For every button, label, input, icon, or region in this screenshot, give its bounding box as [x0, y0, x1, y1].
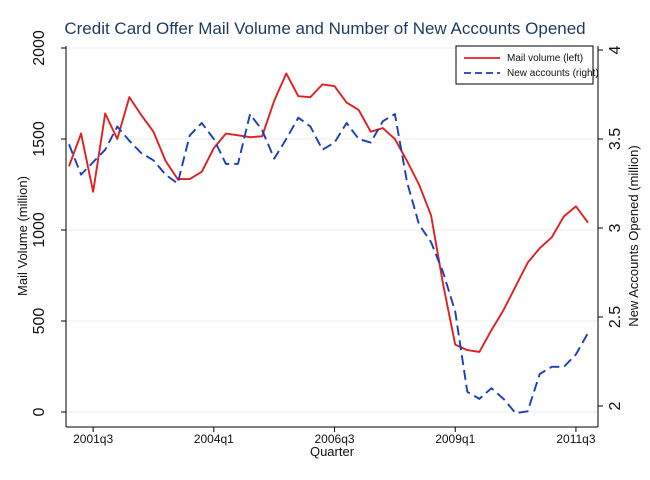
x-ticks: 2001q3 2004q1 2006q3 2009q1 2011q3 [73, 427, 596, 446]
series-layer [68, 72, 589, 415]
left-y-axis-title: Mail Volume (million) [15, 176, 30, 296]
right-y-tick-label-2.5: 2.5 [607, 306, 624, 328]
left-y-tick-label-0: 0 [31, 407, 48, 416]
gridlines [66, 47, 598, 413]
right-y-tick-label-2: 2 [607, 401, 624, 410]
legend: Mail volume (left) New accounts (right) [455, 45, 599, 85]
legend-label-new-accounts: New accounts (right) [507, 68, 599, 79]
series-line-new-accounts [68, 113, 589, 415]
left-y-tick-label-500: 500 [31, 308, 48, 335]
legend-box [455, 45, 594, 85]
series-line-mail-volume [68, 72, 589, 353]
axes [65, 46, 599, 428]
right-y-ticks: 2 2.5 3 3.5 4 [598, 45, 624, 410]
x-tick-label-2011q3: 2011q3 [556, 432, 595, 446]
x-tick-label-2004q1: 2004q1 [194, 432, 234, 446]
legend-label-mail-volume: Mail volume (left) [507, 53, 583, 64]
left-y-ticks: 0 500 1000 1500 2000 [31, 30, 66, 416]
x-axis-title: Quarter [310, 444, 355, 459]
x-tick-label-2006q3: 2006q3 [315, 432, 355, 446]
left-y-tick-label-1000: 1000 [31, 212, 48, 248]
right-y-tick-label-4: 4 [607, 45, 624, 54]
chart-title: Credit Card Offer Mail Volume and Number… [64, 19, 585, 38]
left-y-tick-label-2000: 2000 [31, 30, 48, 66]
x-tick-label-2009q1: 2009q1 [435, 432, 475, 446]
right-y-tick-label-3.5: 3.5 [607, 128, 624, 150]
right-y-tick-label-3: 3 [607, 223, 624, 232]
right-y-axis-title: New Accounts Opened (million) [626, 145, 641, 326]
left-y-tick-label-1500: 1500 [31, 121, 48, 157]
x-tick-label-2001q3: 2001q3 [73, 432, 113, 446]
